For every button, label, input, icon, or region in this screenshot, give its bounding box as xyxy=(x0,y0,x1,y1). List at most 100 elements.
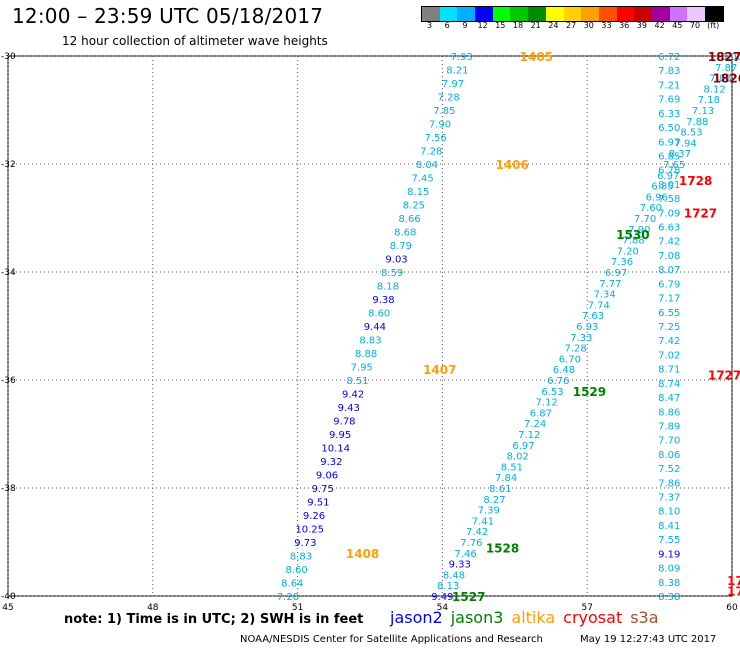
wave-height-value: 7.36 xyxy=(611,257,633,268)
legend-unit-label: (ft) xyxy=(707,21,720,30)
pass-number-label: 1528 xyxy=(486,541,519,555)
legend-value-label: 36 xyxy=(619,21,630,30)
wave-height-value: 8.48 xyxy=(443,570,465,581)
wave-height-value: 7.46 xyxy=(454,549,476,560)
wave-height-value: 7.77 xyxy=(599,279,621,290)
wave-height-value: 8.59 xyxy=(381,268,403,279)
legend-swatch xyxy=(563,7,582,21)
legend-swatch xyxy=(510,7,529,21)
wave-height-value: 7.65 xyxy=(663,160,685,171)
satellite-legend-cryosat: cryosat xyxy=(563,608,623,627)
wave-height-value: 8.88 xyxy=(355,349,377,360)
wave-height-value: 7.42 xyxy=(658,237,680,248)
wave-height-value: 7.74 xyxy=(588,300,610,311)
wave-height-value: 9.44 xyxy=(364,322,386,333)
satellite-legend: jason2 jason3 altika cryosat s3a xyxy=(390,608,667,627)
legend-value-label: 39 xyxy=(636,21,647,30)
wave-height-value: 8.37 xyxy=(669,149,691,160)
legend-swatch xyxy=(581,7,599,21)
wave-height-value: 7.25 xyxy=(658,322,680,333)
wave-height-value: 7.94 xyxy=(675,138,697,149)
legend-value-label: 6 xyxy=(444,21,450,30)
wave-height-value: 8.07 xyxy=(658,265,680,276)
wave-height-value: 9.38 xyxy=(372,295,394,306)
wave-height-value: 7.42 xyxy=(466,527,488,538)
wave-height-value: 8.74 xyxy=(658,379,680,390)
wave-height-value: 8.06 xyxy=(658,450,680,461)
legend-value-label: 12 xyxy=(477,21,488,30)
color-scale-legend xyxy=(421,6,724,22)
legend-swatch xyxy=(705,7,723,21)
wave-height-value: 9.75 xyxy=(312,484,334,495)
satellite-legend-altika: altika xyxy=(511,608,556,627)
wave-height-value: 7.85 xyxy=(433,106,455,117)
wave-height-value: 8.21 xyxy=(446,66,468,77)
wave-height-value: 7.13 xyxy=(692,106,714,117)
wave-height-value: 6.63 xyxy=(658,223,680,234)
wave-height-value: 8.53 xyxy=(680,128,702,139)
wave-height-value: 8.12 xyxy=(703,84,725,95)
wave-height-value: 7.28 xyxy=(564,344,586,355)
legend-value-label: 15 xyxy=(495,21,506,30)
wave-height-value: 7.60 xyxy=(640,203,662,214)
wave-height-value: 9.06 xyxy=(316,471,338,482)
wave-height-value: 8.83 xyxy=(290,552,312,563)
wave-height-value: 7.20 xyxy=(617,246,639,257)
wave-height-value: 7.89 xyxy=(658,421,680,432)
pass-number-label: 1408 xyxy=(346,547,379,561)
legend-swatch xyxy=(634,7,652,21)
wave-height-value: 9.42 xyxy=(342,390,364,401)
wave-height-value: 8.27 xyxy=(483,495,505,506)
wave-height-value: 8.15 xyxy=(407,187,429,198)
legend-swatch xyxy=(457,7,476,21)
wave-height-value: 8.00 xyxy=(721,52,740,63)
footer-credit: NOAA/NESDIS Center for Satellite Applica… xyxy=(240,634,543,645)
wave-height-value: 7.12 xyxy=(536,398,558,409)
legend-value-label: 3 xyxy=(426,21,433,30)
legend-swatch xyxy=(669,7,688,21)
wave-height-value: 6.93 xyxy=(576,322,598,333)
wave-height-value: 6.33 xyxy=(658,109,680,120)
wave-height-value: 8.47 xyxy=(658,393,680,404)
legend-swatch xyxy=(616,7,635,21)
pass-number-label: 1827 xyxy=(708,50,740,64)
wave-height-value: 6.76 xyxy=(547,376,569,387)
wave-height-value: 7.83 xyxy=(658,66,680,77)
longitude-tick-label: 45 xyxy=(2,603,13,613)
legend-value-label: 45 xyxy=(672,21,683,30)
wave-height-value: 7.02 xyxy=(658,350,680,361)
wave-height-value: 9.95 xyxy=(329,430,351,441)
legend-value-label: 21 xyxy=(530,21,541,30)
wave-height-value: 9.32 xyxy=(320,457,342,468)
longitude-tick-label: 48 xyxy=(147,603,159,613)
wave-height-value: 6.97 xyxy=(658,137,680,148)
wave-height-value: 8.86 xyxy=(658,407,680,418)
satellite-legend-s3a: s3a xyxy=(630,608,659,627)
wave-height-value: 7.70 xyxy=(658,436,680,447)
wave-height-value: 8.09 xyxy=(658,564,680,575)
wave-height-value: 7.42 xyxy=(658,336,680,347)
wave-height-value: 8.25 xyxy=(403,201,425,212)
pass-number-label: 1405 xyxy=(520,50,553,64)
wave-height-value: 6.79 xyxy=(658,279,680,290)
wave-height-value: 8.18 xyxy=(377,282,399,293)
wave-height-value: 8.71 xyxy=(658,365,680,376)
wave-height-value: 7.24 xyxy=(524,419,546,430)
legend-swatch xyxy=(528,7,546,21)
pass-number-label: 1727 xyxy=(708,369,740,383)
wave-height-value: 7.39 xyxy=(478,506,500,517)
wave-height-value: 7.55 xyxy=(658,535,680,546)
wave-height-value: 9.49 xyxy=(431,592,453,603)
wave-height-value: 9.51 xyxy=(307,498,329,509)
color-scale-labels: 3 6 9 12 15 18 21 24 27 30 33 36 39 42 45 70 (ft) xyxy=(421,21,739,33)
wave-height-value: 6.85 xyxy=(658,151,680,162)
pass-number-label: 17 xyxy=(727,585,740,599)
wave-height-value: 7.70 xyxy=(634,214,656,225)
wave-height-value: 9.26 xyxy=(303,511,325,522)
wave-height-value: 7.09 xyxy=(658,208,680,219)
wave-height-value: 7.56 xyxy=(425,133,447,144)
wave-height-value: 8.38 xyxy=(658,578,680,589)
wave-height-value: 9.43 xyxy=(338,403,360,414)
wave-height-value: 8.02 xyxy=(507,452,529,463)
